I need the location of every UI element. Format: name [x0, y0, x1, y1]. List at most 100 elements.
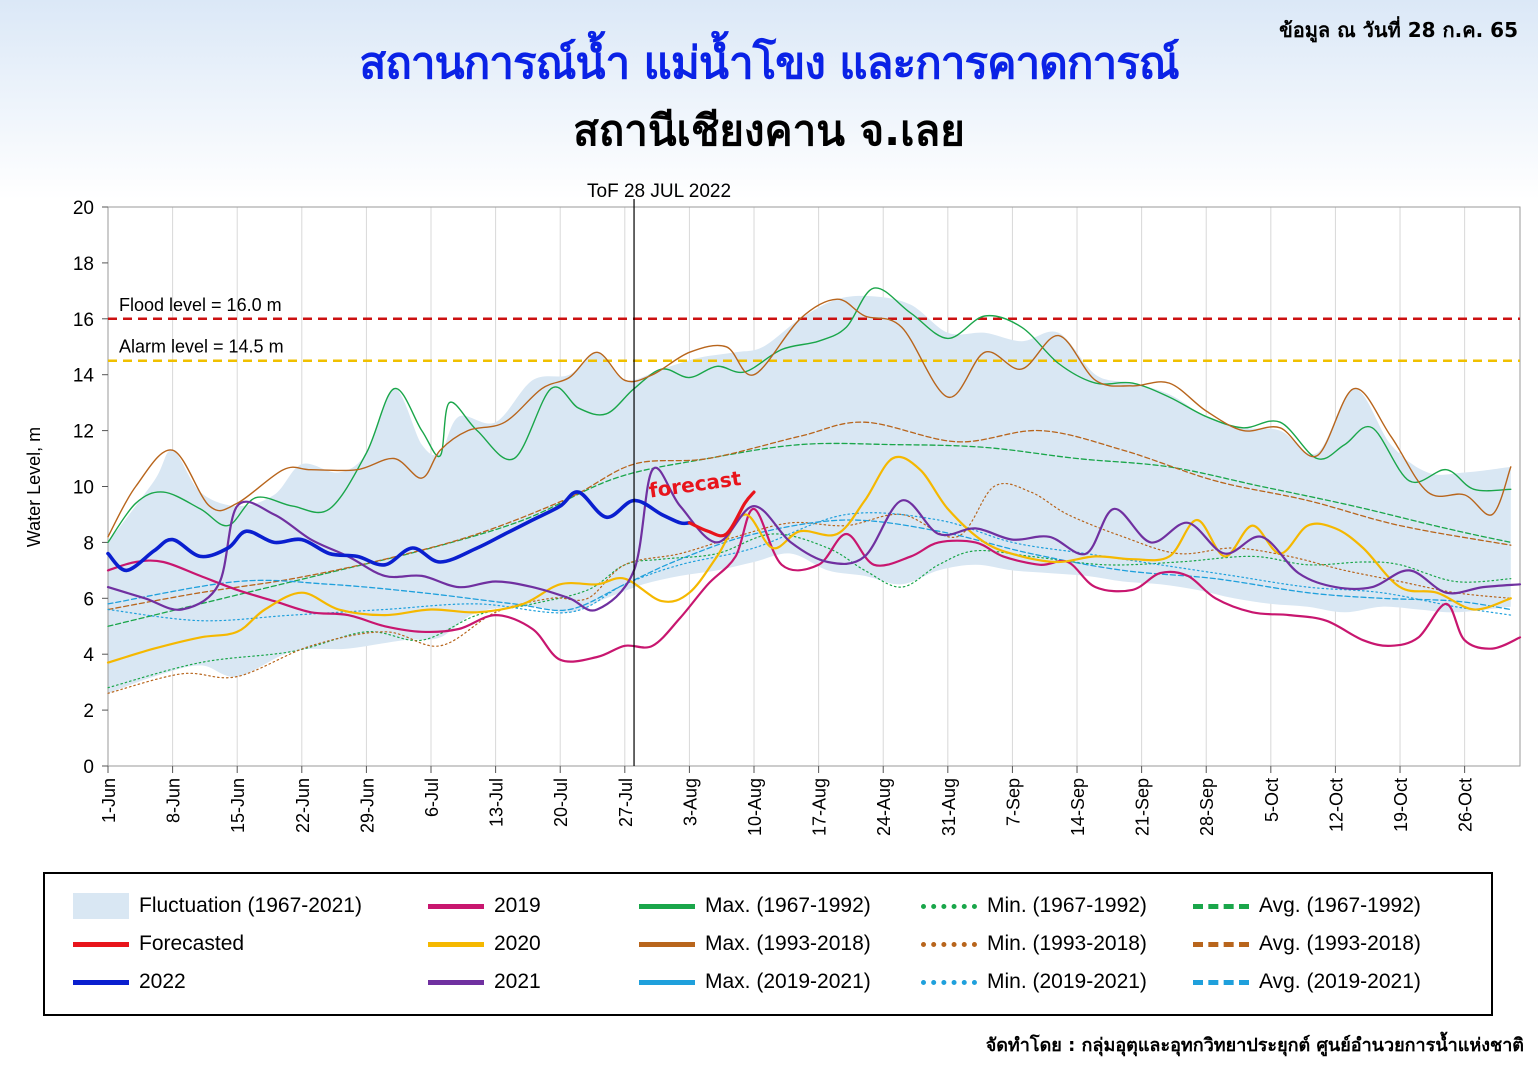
x-tick-label: 26-Oct — [1456, 778, 1476, 832]
x-tick-label: 19-Oct — [1391, 778, 1411, 832]
legend-item: Forecasted — [73, 929, 244, 959]
legend-label: Forecasted — [139, 932, 245, 955]
x-tick-label: 28-Sep — [1197, 778, 1217, 836]
legend-item: Max. (1967-1992) — [639, 891, 871, 921]
reference-line-label: Alarm level = 14.5 m — [119, 337, 284, 357]
legend-label: Fluctuation (1967-2021) — [139, 894, 362, 917]
legend-item: Avg. (1993-2018) — [1193, 929, 1421, 959]
legend-item: 2020 — [428, 929, 541, 959]
data-date: ข้อมูล ณ วันที่ 28 ก.ค. 65 — [1279, 18, 1518, 42]
legend-item: 2019 — [428, 891, 541, 921]
legend-swatch — [921, 903, 977, 909]
legend-item: Max. (1993-2018) — [639, 929, 871, 959]
x-tick-label: 15-Jun — [228, 778, 248, 833]
x-tick-label: 24-Aug — [874, 778, 894, 836]
legend-item: Min. (1967-1992) — [921, 891, 1147, 921]
y-tick-label: 4 — [83, 645, 94, 666]
x-tick-label: 1-Jun — [99, 778, 119, 823]
legend-item: Avg. (2019-2021) — [1193, 967, 1421, 997]
legend-label: 2019 — [494, 894, 541, 917]
legend-swatch — [639, 903, 695, 909]
title-line-1: สถานการณ์น้ำ แม่น้ำโขง และการคาดการณ์ — [359, 38, 1179, 89]
x-tick-label: 21-Sep — [1133, 778, 1153, 836]
x-tick-label: 14-Sep — [1068, 778, 1088, 836]
series-line — [107, 421, 1512, 611]
y-tick-label: 8 — [83, 533, 94, 554]
legend-swatch — [1193, 903, 1249, 909]
legend-label: Min. (1967-1992) — [987, 894, 1147, 917]
legend-label: Min. (1993-2018) — [987, 932, 1147, 955]
x-tick-label: 3-Aug — [680, 778, 700, 826]
legend-swatch — [428, 903, 484, 909]
legend-item: 2021 — [428, 967, 541, 997]
y-tick-label: 2 — [83, 701, 94, 722]
title-line-2: สถานีเชียงคาน จ.เลย — [573, 106, 965, 155]
legend-swatch — [428, 941, 484, 947]
chart-legend: Fluctuation (1967-2021) 2019 Max. (1967-19… — [43, 872, 1493, 1016]
legend-swatch — [921, 941, 977, 947]
x-tick-label: 29-Jun — [357, 778, 377, 833]
legend-item: Min. (1993-2018) — [921, 929, 1147, 959]
legend-swatch — [73, 979, 129, 985]
credit-text: จัดทำโดย : กลุ่มอุตุและอุทกวิทยาประยุกต์… — [985, 1035, 1524, 1056]
legend-item: Fluctuation (1967-2021) — [73, 891, 362, 921]
y-tick-label: 0 — [83, 757, 94, 778]
legend-item: Max. (2019-2021) — [639, 967, 871, 997]
legend-label: Avg. (1993-2018) — [1259, 932, 1421, 955]
y-axis-label: Water Level, m — [24, 427, 44, 547]
legend-swatch — [73, 941, 129, 947]
legend-item: Avg. (1967-1992) — [1193, 891, 1421, 921]
legend-swatch — [639, 941, 695, 947]
y-tick-label: 20 — [73, 198, 94, 219]
legend-swatch — [1193, 941, 1249, 947]
legend-label: 2021 — [494, 970, 541, 993]
series-line — [107, 298, 1512, 538]
legend-item: Min. (2019-2021) — [921, 967, 1147, 997]
tof-label: ToF 28 JUL 2022 — [587, 181, 731, 202]
legend-item: 2022 — [73, 967, 186, 997]
series-line — [107, 287, 1512, 544]
legend-swatch — [639, 979, 695, 985]
x-tick-label: 17-Aug — [810, 778, 830, 836]
fluctuation-band — [108, 295, 1511, 694]
x-tick-label: 22-Jun — [293, 778, 313, 833]
y-tick-label: 18 — [73, 254, 94, 275]
series-line — [106, 466, 1522, 612]
legend-swatch — [921, 979, 977, 985]
series-line — [106, 455, 1512, 664]
x-tick-label: 6-Jul — [422, 778, 442, 817]
series-line — [107, 482, 1512, 694]
y-tick-label: 16 — [73, 310, 94, 331]
series-line — [106, 490, 692, 573]
x-tick-label: 20-Jul — [551, 778, 571, 827]
x-tick-label: 12-Oct — [1326, 778, 1346, 832]
x-tick-label: 8-Jun — [164, 778, 184, 823]
x-tick-label: 7-Sep — [1003, 778, 1023, 826]
x-tick-label: 27-Jul — [616, 778, 636, 827]
series-line — [107, 519, 1512, 612]
legend-label: Max. (1967-1992) — [705, 894, 871, 917]
x-tick-label: 5-Oct — [1262, 778, 1282, 822]
y-tick-label: 6 — [83, 589, 94, 610]
legend-swatch — [73, 893, 129, 919]
legend-swatch — [1193, 979, 1249, 985]
x-tick-label: 10-Aug — [745, 778, 765, 836]
y-tick-label: 10 — [73, 478, 94, 499]
water-level-chart: 0 2 4 6 8 10 12 14 16 18 20 Water Level, m 1-Jun 8-Ju… — [24, 181, 1522, 836]
x-tick-label: 31-Aug — [939, 778, 959, 836]
legend-label: Max. (2019-2021) — [705, 970, 871, 993]
legend-swatch — [428, 979, 484, 985]
y-tick-label: 12 — [73, 422, 94, 443]
legend-label: Avg. (2019-2021) — [1259, 970, 1421, 993]
series-line — [106, 507, 1522, 663]
x-tick-label: 13-Jul — [487, 778, 507, 827]
legend-label: Avg. (1967-1992) — [1259, 894, 1421, 917]
legend-label: 2020 — [494, 932, 541, 955]
legend-label: Max. (1993-2018) — [705, 932, 871, 955]
legend-label: 2022 — [139, 970, 186, 993]
series-line — [687, 490, 756, 538]
legend-label: Min. (2019-2021) — [987, 970, 1147, 993]
series-line — [107, 512, 1512, 622]
reference-line-label: Flood level = 16.0 m — [119, 295, 282, 315]
y-tick-label: 14 — [73, 366, 95, 387]
